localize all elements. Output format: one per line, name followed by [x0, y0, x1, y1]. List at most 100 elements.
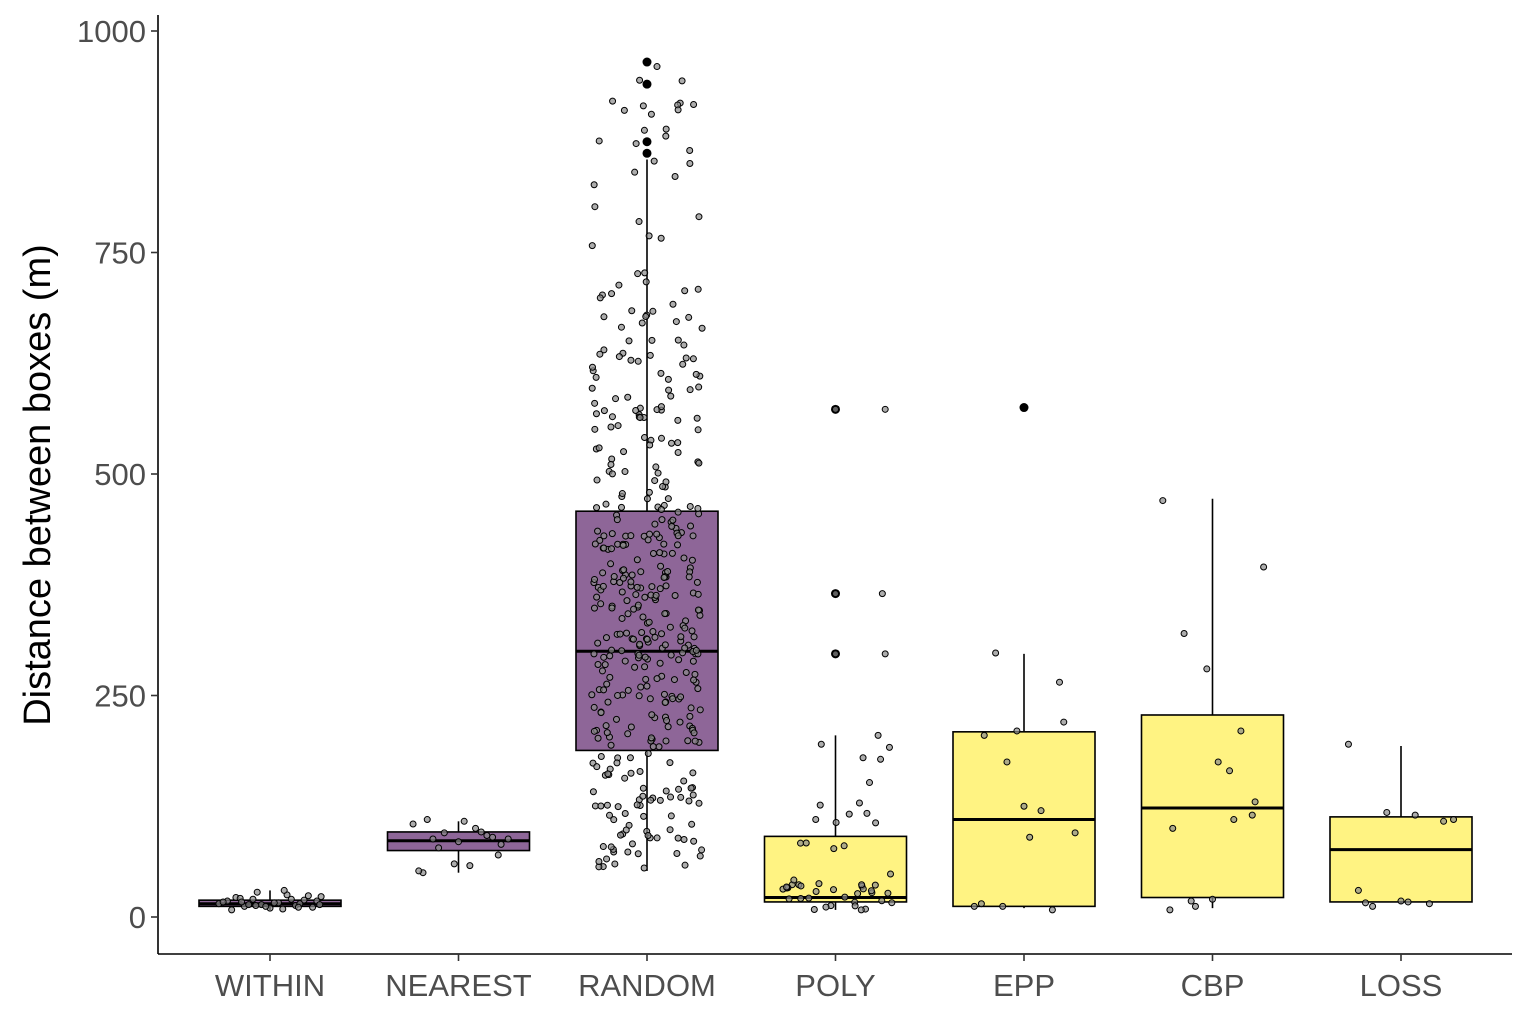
jitter-point	[840, 842, 848, 850]
jitter-point	[599, 582, 607, 590]
jitter-point	[648, 711, 656, 719]
jitter-point	[651, 477, 659, 485]
jitter-point	[667, 392, 675, 400]
jitter-point	[662, 582, 670, 590]
jitter-point	[590, 604, 598, 612]
jitter-point	[680, 554, 688, 562]
jitter-point	[620, 448, 628, 456]
x-tick-label-cbp: CBP	[1181, 968, 1245, 1003]
jitter-point	[600, 407, 608, 415]
jitter-point	[662, 787, 670, 795]
jitter-point	[1248, 811, 1256, 819]
jitter-point	[977, 900, 985, 908]
x-tick-label-random: RANDOM	[578, 968, 716, 1003]
jitter-point	[597, 709, 605, 717]
jitter-point	[460, 817, 468, 825]
jitter-point	[845, 810, 853, 818]
jitter-point	[652, 591, 660, 599]
jitter-point	[604, 698, 612, 706]
jitter-point	[867, 887, 875, 895]
jitter-point	[832, 650, 839, 658]
jitter-point	[666, 826, 674, 834]
box-cbp	[1140, 714, 1285, 899]
jitter-point	[662, 737, 670, 745]
x-tick-label-within: WITHIN	[215, 968, 325, 1003]
jitter-point	[1037, 807, 1045, 815]
jitter-point	[628, 840, 636, 848]
jitter-point	[624, 848, 632, 856]
jitter-point	[592, 373, 600, 381]
jitter-point	[662, 125, 670, 133]
jitter-point	[606, 673, 614, 681]
jitter-point	[696, 706, 704, 714]
jitter-point	[593, 763, 601, 771]
jitter-point	[674, 834, 682, 842]
jitter-point	[691, 737, 699, 745]
jitter-point	[657, 369, 665, 377]
jitter-point	[863, 809, 871, 817]
jitter-point	[677, 693, 685, 701]
jitter-point	[681, 624, 689, 632]
jitter-point	[617, 323, 625, 331]
jitter-point	[594, 639, 602, 647]
jitter-point	[1169, 824, 1177, 832]
jitter-point	[409, 820, 417, 828]
jitter-point	[810, 905, 818, 913]
jitter-point	[639, 613, 647, 621]
jitter-point	[664, 567, 672, 575]
jitter-point	[686, 160, 694, 168]
jitter-point	[674, 532, 682, 540]
jitter-point	[634, 850, 642, 858]
jitter-point	[885, 743, 893, 751]
jitter-point	[644, 536, 652, 544]
jitter-point	[674, 416, 682, 424]
jitter-point	[608, 290, 616, 298]
jitter-point	[602, 500, 610, 508]
jitter-point	[618, 614, 626, 622]
jitter-point	[671, 172, 679, 180]
jitter-point	[645, 488, 653, 496]
y-tick-label-1000: 1000	[77, 14, 146, 49]
jitter-point	[590, 727, 598, 735]
jitter-point	[635, 692, 643, 700]
jitter-point	[657, 403, 665, 411]
jitter-point	[687, 704, 695, 712]
jitter-point	[859, 754, 867, 762]
jitter-point	[317, 893, 325, 901]
jitter-point	[694, 685, 702, 693]
jitter-point	[686, 712, 694, 720]
jitter-point	[881, 650, 889, 658]
jitter-point	[598, 667, 606, 675]
jitter-point	[648, 336, 656, 344]
jitter-point	[1354, 886, 1362, 894]
jitter-point	[651, 520, 659, 528]
jitter-point	[874, 731, 882, 739]
jitter-point	[682, 669, 690, 677]
jitter-point	[608, 470, 616, 478]
jitter-point	[612, 715, 620, 723]
jitter-point	[635, 651, 643, 659]
jitter-point	[662, 478, 670, 486]
jitter-point	[671, 591, 679, 599]
jitter-point	[688, 627, 696, 635]
jitter-point	[832, 818, 840, 826]
jitter-point	[687, 522, 695, 530]
jitter-point	[660, 573, 668, 581]
jitter-point	[681, 287, 689, 295]
jitter-point	[992, 649, 1000, 657]
jitter-point	[472, 824, 480, 832]
jitter-point	[627, 578, 635, 586]
jitter-point	[817, 740, 825, 748]
jitter-point	[450, 860, 458, 868]
jitter-point	[675, 785, 683, 793]
jitter-point	[797, 882, 805, 890]
jitter-point	[309, 903, 317, 911]
jitter-point	[970, 902, 978, 910]
outlier-point	[642, 148, 652, 158]
jitter-point	[613, 759, 621, 767]
jitter-point	[262, 902, 270, 910]
jitter-point	[632, 591, 640, 599]
jitter-point	[600, 532, 608, 540]
jitter-point	[668, 522, 676, 530]
